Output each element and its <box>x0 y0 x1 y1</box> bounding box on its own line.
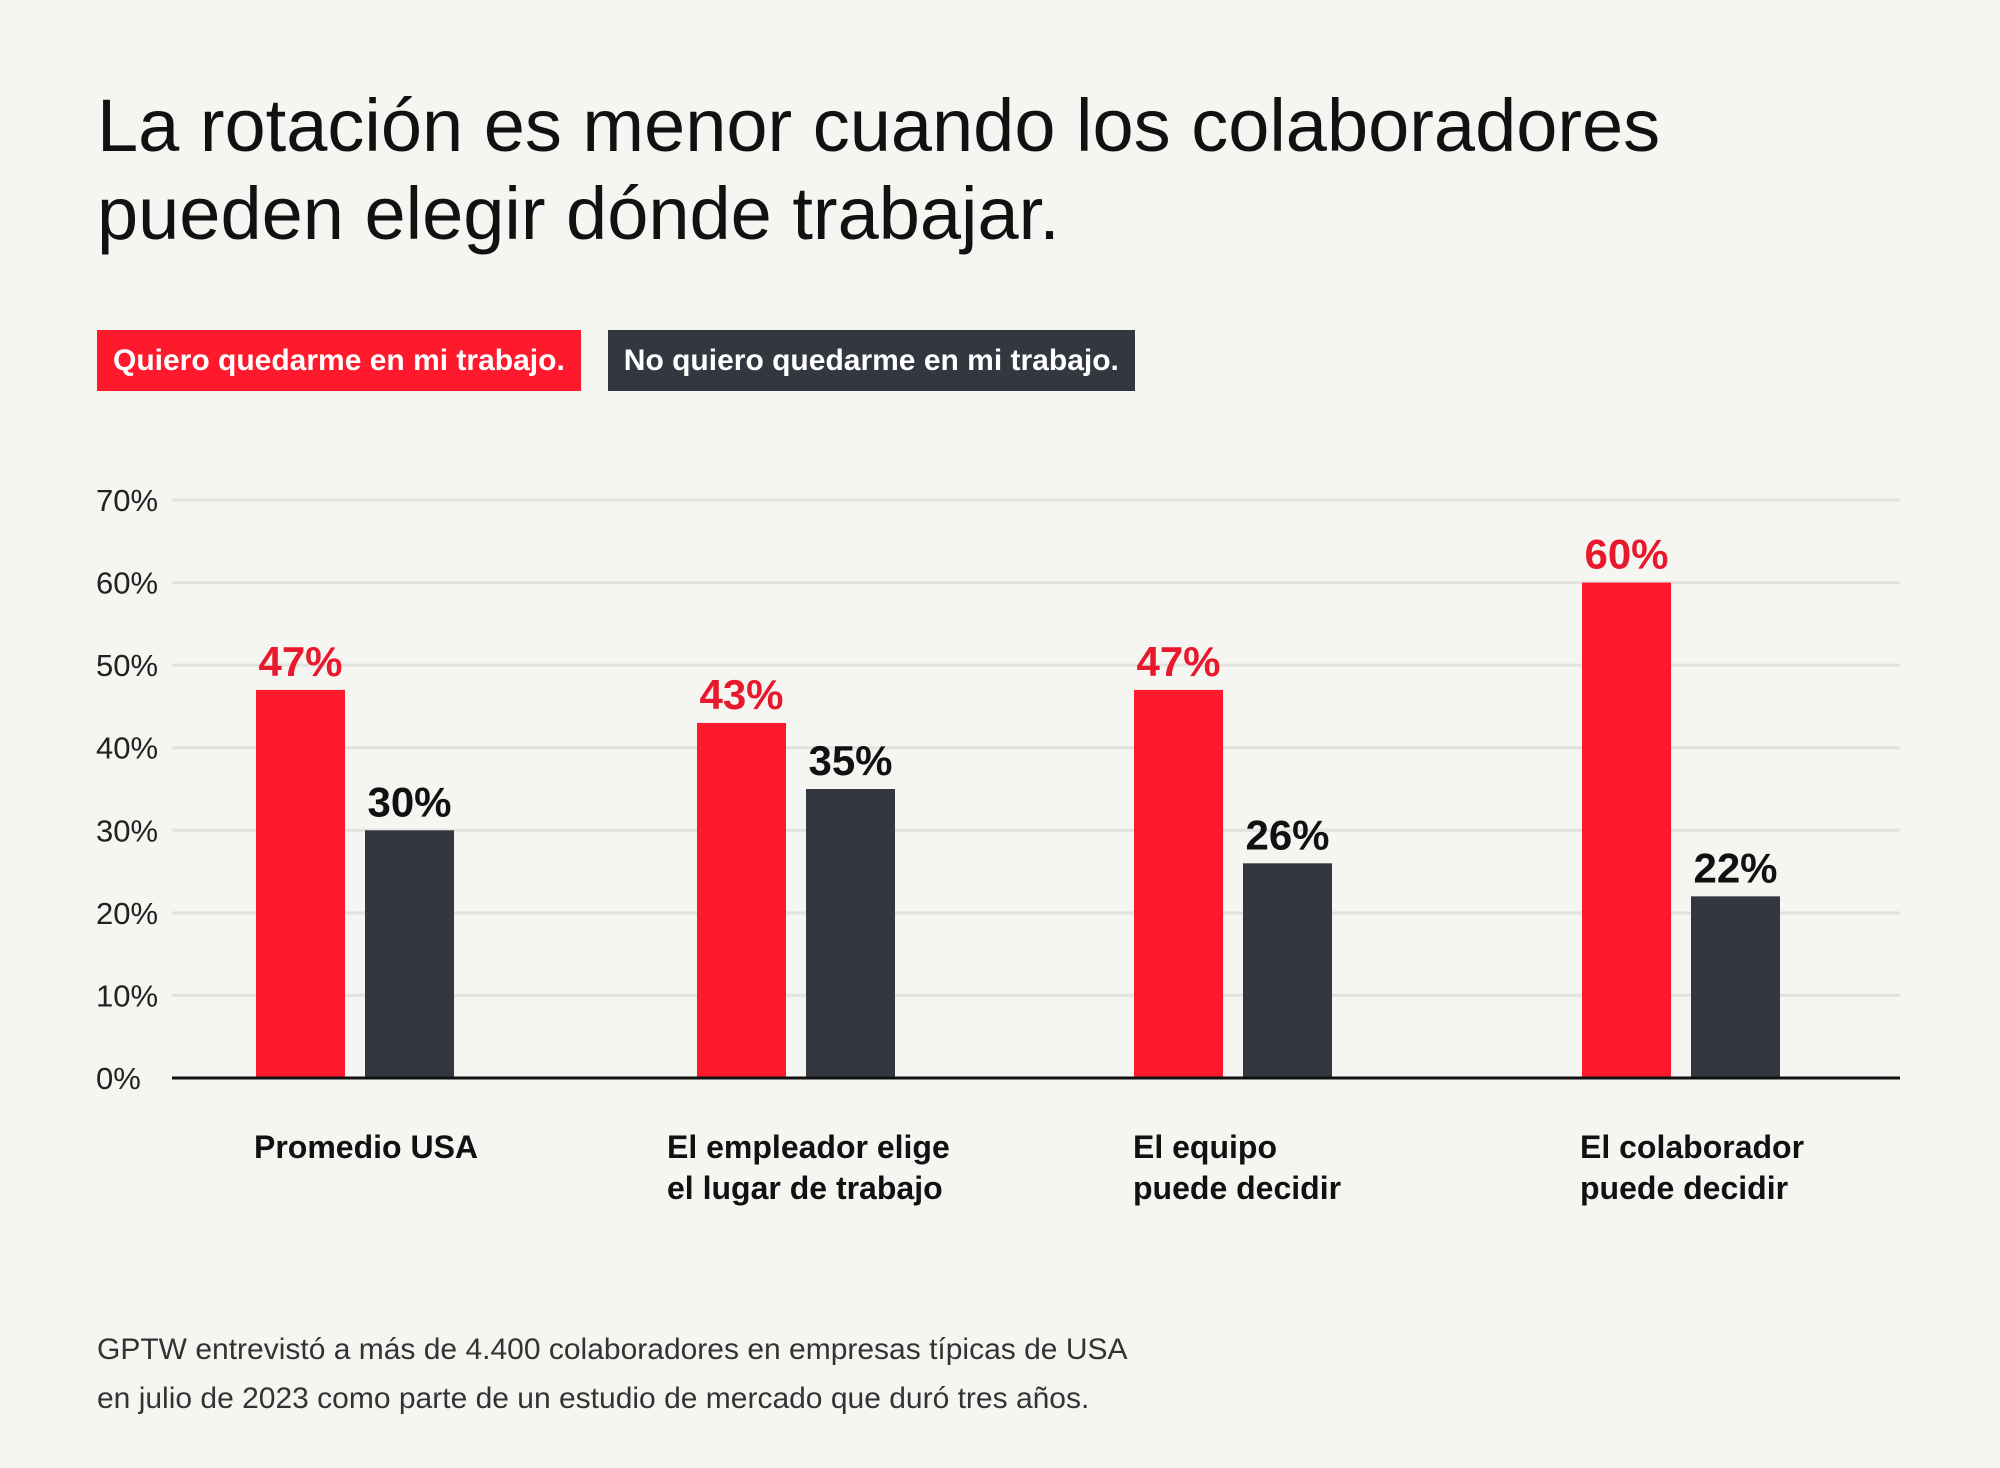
category-label-equipo: El equipo puede decidir <box>1133 1127 1341 1209</box>
bar-value-label: 30% <box>367 778 451 825</box>
bar <box>1582 582 1671 1078</box>
category-label-line: puede decidir <box>1133 1170 1342 1206</box>
y-tick-label: 60% <box>96 566 158 601</box>
footnote: GPTW entrevistó a más de 4.400 colaborad… <box>97 1325 1128 1423</box>
y-tick-label: 70% <box>96 483 158 518</box>
legend: Quiero quedarme en mi trabajo. No quiero… <box>97 330 1135 391</box>
legend-item-stay: Quiero quedarme en mi trabajo. <box>97 330 581 391</box>
y-tick-label: 40% <box>96 731 158 766</box>
chart-title-line-1: La rotación es menor cuando los colabora… <box>97 84 1661 167</box>
footnote-line-2: en julio de 2023 como parte de un estudi… <box>97 1382 1090 1415</box>
y-tick-label: 20% <box>96 896 158 931</box>
bar <box>806 789 895 1078</box>
bar-value-label: 35% <box>808 737 892 784</box>
bar-value-label: 26% <box>1245 811 1329 858</box>
category-label-line: el lugar de trabajo <box>667 1170 943 1206</box>
bar <box>365 830 454 1078</box>
legend-item-leave: No quiero quedarme en mi trabajo. <box>607 330 1135 391</box>
bar-value-label: 22% <box>1693 844 1777 891</box>
y-tick-label: 50% <box>96 648 158 683</box>
bar-value-label: 47% <box>1136 638 1220 685</box>
footnote-line-1: GPTW entrevistó a más de 4.400 colaborad… <box>97 1333 1128 1366</box>
chart-title-line-2: pueden elegir dónde trabajar. <box>97 172 1060 255</box>
bar-value-label: 47% <box>258 638 342 685</box>
bar <box>1134 689 1223 1078</box>
category-label-promedio-usa: Promedio USA <box>254 1127 478 1168</box>
bar-value-label: 43% <box>699 671 783 718</box>
y-tick-label: 30% <box>96 813 158 848</box>
bar <box>697 722 786 1078</box>
bar <box>1243 863 1332 1078</box>
category-label-empleador: El empleador elige el lugar de trabajo <box>667 1127 950 1209</box>
category-label-line: puede decidir <box>1580 1170 1789 1206</box>
chart-title: La rotación es menor cuando los colabora… <box>97 82 1947 258</box>
category-label-line: El equipo <box>1133 1129 1277 1165</box>
bar <box>1691 896 1780 1078</box>
bar-value-label: 60% <box>1584 531 1668 578</box>
y-tick-label: 0% <box>96 1061 141 1096</box>
y-tick-label: 10% <box>96 978 158 1013</box>
category-label-line: El empleador elige <box>667 1129 950 1165</box>
category-label-colaborador: El colaborador puede decidir <box>1580 1127 1804 1209</box>
category-label-line: El colaborador <box>1580 1129 1805 1165</box>
bar <box>256 689 345 1078</box>
category-label-line: Promedio USA <box>254 1129 479 1165</box>
